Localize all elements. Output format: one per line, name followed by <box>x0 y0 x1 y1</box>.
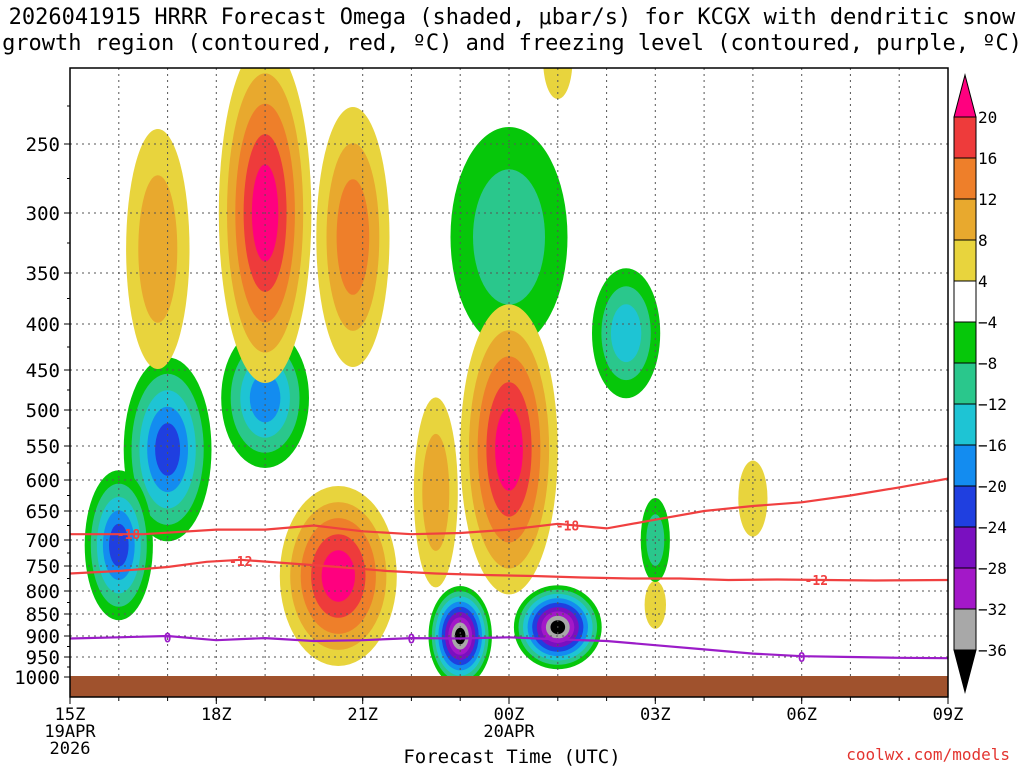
contour-line <box>70 558 948 582</box>
colorbar-label: 12 <box>978 190 997 209</box>
colorbar-label: 20 <box>978 108 997 127</box>
x-tick-label: 09Z <box>933 705 964 725</box>
contour-label: 0 <box>164 631 172 646</box>
y-tick-label: 500 <box>26 400 60 422</box>
omega-band <box>646 514 665 566</box>
colorbar-bottom-arrow <box>953 649 977 694</box>
omega-shading <box>84 68 768 686</box>
contour-label: 0 <box>798 651 806 666</box>
y-tick-label: 450 <box>26 360 60 382</box>
x-tick-label: 06Z <box>786 705 817 725</box>
y-tick-label: 900 <box>26 626 60 648</box>
y-axis: 2503003504004505005506006507007508008509… <box>14 105 70 689</box>
colorbar-swatch <box>953 321 977 364</box>
omega-band <box>543 68 573 99</box>
y-tick-label: 1000 <box>14 667 60 689</box>
colorbar-label: 8 <box>978 231 988 250</box>
colorbar-swatch <box>953 567 977 610</box>
omega-band <box>495 408 523 491</box>
colorbar-label: 4 <box>978 272 988 291</box>
omega-band <box>155 423 181 476</box>
grid-lines <box>70 68 948 697</box>
colorbar-label: −32 <box>978 600 1007 619</box>
site-credit: coolwx.com/models <box>846 745 1010 764</box>
y-tick-label: 750 <box>26 556 60 578</box>
contour-label: -12 <box>805 574 828 589</box>
temperature-contours: -18 -18 -12 -12 0 0 0 <box>70 477 948 666</box>
colorbar-swatch <box>953 444 977 487</box>
colorbar-swatch <box>953 403 977 446</box>
colorbar-label: −20 <box>978 477 1007 496</box>
contour-line <box>70 477 948 536</box>
colorbar-label: −4 <box>978 313 997 332</box>
y-tick-label: 800 <box>26 581 60 603</box>
colorbar-swatch <box>953 239 977 282</box>
x-tick-date: 20APR <box>483 722 535 742</box>
x-tick-label: 03Z <box>640 705 671 725</box>
contour-label: -18 <box>556 520 580 535</box>
contour-label: -18 <box>117 528 141 543</box>
omega-band <box>138 175 178 323</box>
colorbar-swatch <box>953 526 977 569</box>
x-tick-label: 18Z <box>201 705 232 725</box>
y-tick-label: 250 <box>26 134 60 156</box>
x-tick-date: 19APR <box>44 722 96 742</box>
omega-band <box>321 550 355 602</box>
colorbar-label: 16 <box>978 149 997 168</box>
x-tick-year: 2026 <box>50 739 91 759</box>
colorbar-label: −28 <box>978 559 1007 578</box>
y-tick-label: 350 <box>26 263 60 285</box>
colorbar-label: −24 <box>978 518 1007 537</box>
y-tick-label: 400 <box>26 314 60 336</box>
colorbar-label: −16 <box>978 436 1007 455</box>
colorbar-swatch <box>953 116 977 159</box>
y-tick-label: 300 <box>26 203 60 225</box>
colorbar: 20 16 12 8 4 −4 −8 −12 −16 −20 −24 −28 −32 −36 <box>953 73 1007 694</box>
colorbar-label: −36 <box>978 641 1007 660</box>
x-tick-label: 15Z <box>55 705 86 725</box>
colorbar-label: −8 <box>978 354 997 373</box>
colorbar-top-arrow <box>953 73 977 118</box>
contour-line <box>70 634 948 660</box>
omega-band <box>422 433 450 551</box>
colorbar-swatch <box>953 198 977 241</box>
contour-label: 0 <box>407 633 415 648</box>
colorbar-swatch <box>953 362 977 405</box>
y-tick-label: 700 <box>26 530 60 552</box>
terrain-fill <box>70 676 948 697</box>
y-tick-label: 850 <box>26 604 60 626</box>
omega-band <box>644 580 666 629</box>
omega-band <box>610 304 642 363</box>
y-tick-label: 600 <box>26 470 60 492</box>
x-axis-title: Forecast Time (UTC) <box>403 746 621 768</box>
x-tick-label: 00Z <box>494 705 525 725</box>
colorbar-swatch <box>953 485 977 528</box>
chart-title-line-2: growth region (contoured, red, ºC) and f… <box>2 31 1022 56</box>
colorbar-swatch <box>953 608 977 651</box>
contour-label: -12 <box>229 555 252 570</box>
colorbar-swatch <box>953 157 977 200</box>
y-tick-label: 950 <box>26 647 60 669</box>
y-tick-label: 550 <box>26 436 60 458</box>
omega-band <box>336 179 370 295</box>
colorbar-label: −12 <box>978 395 1007 414</box>
y-tick-label: 650 <box>26 501 60 523</box>
x-tick-label: 21Z <box>347 705 378 725</box>
chart-title-line-1: 2026041915 HRRR Forecast Omega (shaded, … <box>8 5 1016 30</box>
colorbar-swatch <box>953 280 977 323</box>
